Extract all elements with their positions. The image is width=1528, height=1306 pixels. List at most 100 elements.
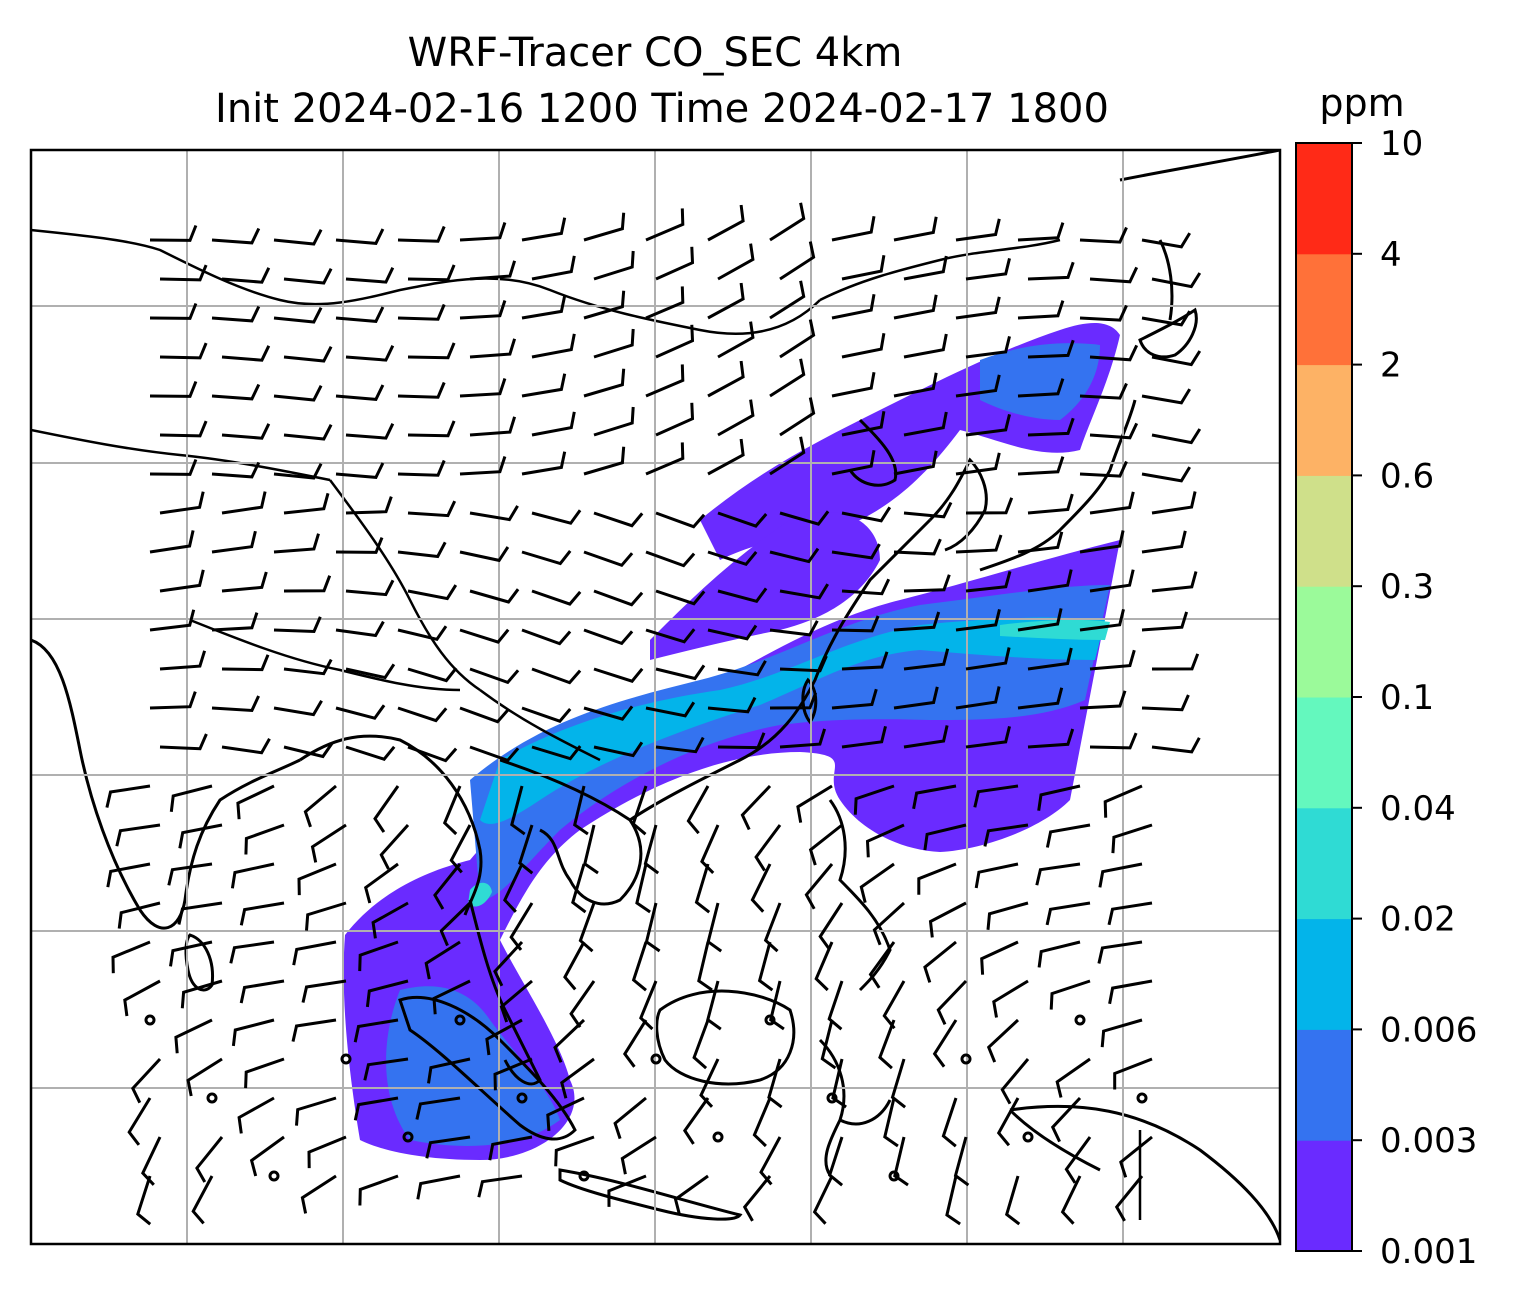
wind-barb <box>345 423 395 440</box>
wind-barb <box>573 785 589 836</box>
plume-layer-2-south <box>386 986 560 1146</box>
wind-barb <box>488 1135 533 1161</box>
wind-barb <box>159 264 208 282</box>
map-panel <box>29 148 1282 1246</box>
wind-barb <box>620 1135 657 1175</box>
colorbar-segment <box>1296 475 1352 587</box>
wind-barb <box>373 785 400 833</box>
wind-barb <box>283 742 334 759</box>
wind-barb <box>717 243 755 281</box>
wind-barb <box>1004 1175 1021 1226</box>
wind-barb <box>593 250 635 281</box>
wind-barb <box>1089 732 1138 750</box>
china-coast <box>629 518 932 822</box>
colorbar-segment <box>1296 1029 1352 1141</box>
wind-barb <box>893 1136 909 1187</box>
wind-barb <box>903 333 948 359</box>
plume-layer-2 <box>470 585 1110 900</box>
wind-barb <box>521 706 572 723</box>
wind-barb <box>236 784 275 820</box>
wind-barb <box>769 620 819 637</box>
wind-barb <box>493 1057 533 1091</box>
wind-barb <box>211 383 261 401</box>
wind-barb <box>757 941 774 992</box>
wind-barb <box>149 380 198 398</box>
wind-barb <box>571 863 587 914</box>
wind-barb <box>295 1096 337 1126</box>
wind-barb <box>706 980 722 1031</box>
wind-barb <box>1108 979 1153 1005</box>
wind-barb <box>335 462 385 479</box>
wind-barb <box>127 1097 152 1146</box>
wind-barb <box>379 823 410 870</box>
wind-barb <box>769 692 818 710</box>
wind-barb <box>769 980 785 1031</box>
wind-barb <box>893 611 941 632</box>
calm-wind-marker <box>144 1014 156 1026</box>
wind-barb <box>273 533 320 554</box>
wind-barb <box>397 381 446 399</box>
wind-barb <box>955 374 1001 398</box>
wind-barb <box>407 745 458 763</box>
wind-barb <box>707 282 745 320</box>
wind-barb <box>655 511 706 529</box>
wind-barb <box>841 506 892 523</box>
wind-barb <box>477 1174 523 1198</box>
wind-barb <box>335 704 386 720</box>
wind-barb <box>424 940 461 980</box>
wind-barb <box>903 648 950 671</box>
wind-barb <box>893 538 942 556</box>
wind-barb <box>583 628 634 646</box>
wind-barb <box>283 658 333 676</box>
calm-wind-marker <box>650 1053 662 1065</box>
wind-barb <box>186 1057 223 1097</box>
wind-barb <box>932 1019 958 1068</box>
map-title-line-2: Init 2024-02-16 1200 Time 2024-02-17 180… <box>215 86 1109 132</box>
wind-barb <box>953 1136 970 1187</box>
wind-barb <box>141 1136 162 1186</box>
wind-barb <box>335 384 385 401</box>
wind-barb <box>469 338 517 359</box>
colorbar-tick-label: 0.1 <box>1380 678 1434 718</box>
wind-barb <box>965 497 1014 515</box>
wind-barb <box>717 321 755 359</box>
wind-barb <box>769 436 806 476</box>
wind-barb <box>1079 382 1128 400</box>
wind-barb <box>283 492 330 515</box>
wind-barb <box>1119 1135 1153 1178</box>
colorbar-segment <box>1296 918 1352 1030</box>
wind-barb <box>645 286 685 320</box>
wind-barb <box>300 1174 337 1214</box>
wind-barb <box>707 624 758 641</box>
wind-barb <box>706 902 723 953</box>
wind-barb <box>645 701 696 718</box>
colorbar-segment <box>1296 807 1352 920</box>
wind-barb <box>1079 460 1128 478</box>
wind-barb <box>699 1058 720 1108</box>
wind-barb <box>893 372 938 398</box>
wind-barb <box>1089 344 1139 362</box>
wind-barb <box>1017 300 1065 320</box>
wind-barb <box>521 217 567 242</box>
colorbar-ticks: 0.001 0.003 0.006 0.02 0.04 0.1 0.3 0.6 2 4 10 <box>1352 124 1477 1272</box>
bohai-coast <box>848 418 898 487</box>
wind-barb <box>827 980 844 1031</box>
wind-barb <box>1017 456 1065 476</box>
calm-wind-marker <box>402 1131 414 1143</box>
new-guinea <box>1008 1104 1280 1241</box>
wind-barb <box>1100 1018 1143 1048</box>
wind-barb <box>697 941 713 992</box>
wind-barb <box>221 267 271 284</box>
wind-barb <box>136 1175 152 1226</box>
wind-barb <box>310 823 347 863</box>
wind-barb <box>831 216 876 242</box>
colorbar: ppm 0.001 0.003 0.006 0.02 0.04 0.1 0.3 0.6 2 4 10 <box>1295 81 1477 1272</box>
wind-barb <box>583 705 634 721</box>
wind-barb <box>1089 569 1135 593</box>
wind-barb <box>841 578 891 596</box>
wind-barb <box>1027 647 1073 671</box>
wind-barb <box>717 587 768 604</box>
wind-barb <box>583 212 626 242</box>
wind-barb <box>432 979 471 1015</box>
wind-barb <box>593 328 635 359</box>
